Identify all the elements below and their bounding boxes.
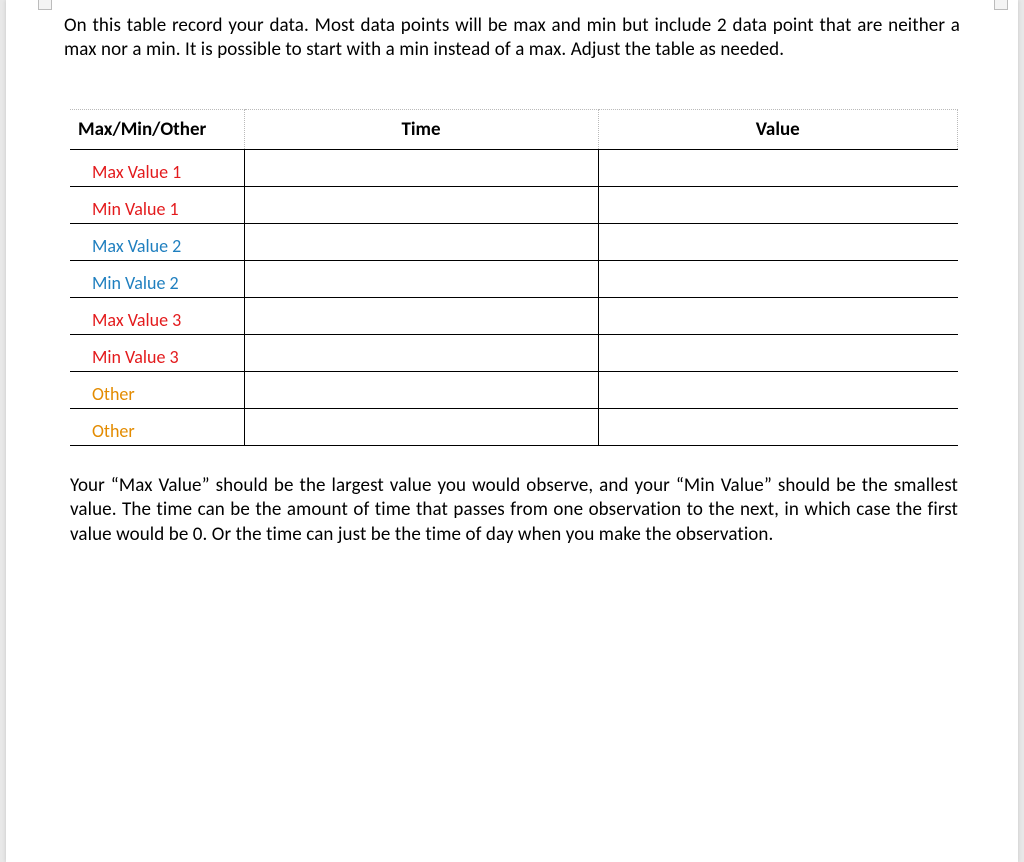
value-cell [598, 408, 958, 445]
row-label: Other [70, 371, 244, 408]
row-label: Max Value 2 [70, 223, 244, 260]
row-label: Other [70, 408, 244, 445]
time-cell [244, 371, 598, 408]
table-header-row: Max/Min/Other Time Value [70, 109, 958, 149]
row-label: Min Value 3 [70, 334, 244, 371]
time-cell [244, 297, 598, 334]
value-cell [598, 186, 958, 223]
table-row: Max Value 1 [70, 149, 958, 186]
time-cell [244, 408, 598, 445]
column-header-time: Time [244, 109, 598, 149]
value-cell [598, 260, 958, 297]
explanation-paragraph: Your “Max Value” should be the largest v… [64, 474, 960, 548]
row-label: Min Value 2 [70, 260, 244, 297]
table-row: Other [70, 408, 958, 445]
ruler-indent-marker-left [38, 0, 52, 10]
table-row: Min Value 1 [70, 186, 958, 223]
table-row: Min Value 2 [70, 260, 958, 297]
value-cell [598, 297, 958, 334]
row-label: Max Value 3 [70, 297, 244, 334]
value-cell [598, 371, 958, 408]
value-cell [598, 149, 958, 186]
time-cell [244, 186, 598, 223]
time-cell [244, 260, 598, 297]
time-cell [244, 149, 598, 186]
document-page: On this table record your data. Most dat… [6, 0, 1018, 862]
row-label: Min Value 1 [70, 186, 244, 223]
time-cell [244, 334, 598, 371]
table-row: Max Value 3 [70, 297, 958, 334]
value-cell [598, 334, 958, 371]
table-row: Other [70, 371, 958, 408]
column-header-label: Max/Min/Other [70, 109, 244, 149]
time-cell [244, 223, 598, 260]
ruler-indent-marker-right [994, 0, 1008, 10]
data-table: Max/Min/Other Time Value Max Value 1Min … [70, 109, 958, 446]
table-row: Min Value 3 [70, 334, 958, 371]
table-row: Max Value 2 [70, 223, 958, 260]
row-label: Max Value 1 [70, 149, 244, 186]
intro-paragraph: On this table record your data. Most dat… [64, 14, 960, 63]
value-cell [598, 223, 958, 260]
column-header-value: Value [598, 109, 958, 149]
